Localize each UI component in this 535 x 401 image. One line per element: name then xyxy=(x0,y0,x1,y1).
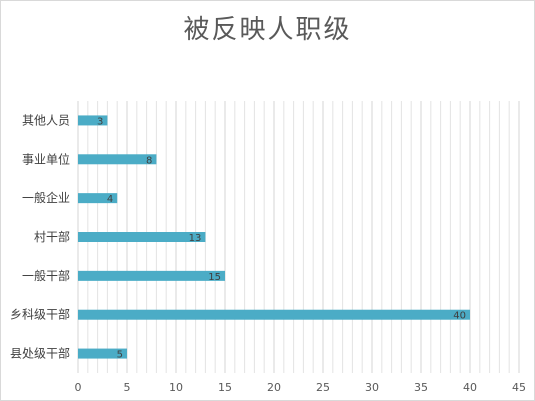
bar xyxy=(78,270,225,281)
x-tick-label: 20 xyxy=(267,381,281,394)
x-tick-label: 0 xyxy=(75,381,82,394)
x-tick-label: 25 xyxy=(316,381,330,394)
bar xyxy=(78,309,470,320)
data-label: 4 xyxy=(107,194,113,205)
category-label: 事业单位 xyxy=(22,151,70,166)
data-label: 15 xyxy=(208,272,221,283)
x-tick-label: 35 xyxy=(414,381,428,394)
data-label: 8 xyxy=(146,155,152,166)
data-label: 5 xyxy=(117,350,123,361)
chart-title: 被反映人职级 xyxy=(183,15,352,45)
category-label: 县处级干部 xyxy=(10,346,70,361)
x-tick-label: 5 xyxy=(124,381,131,394)
category-label: 村干部 xyxy=(34,229,70,244)
data-label: 40 xyxy=(453,311,466,322)
category-label: 其他人员 xyxy=(22,113,70,127)
bar xyxy=(78,193,118,204)
category-label: 乡科级干部 xyxy=(10,307,70,322)
data-label: 13 xyxy=(189,233,202,244)
x-tick-label: 45 xyxy=(512,381,526,394)
x-tick-label: 40 xyxy=(463,381,477,394)
x-tick-label: 15 xyxy=(218,381,232,394)
bar xyxy=(78,115,108,126)
bar xyxy=(78,232,206,242)
category-label: 一般企业 xyxy=(22,190,70,205)
bar xyxy=(78,154,157,165)
x-tick-label: 30 xyxy=(365,381,379,394)
category-label: 一般干部 xyxy=(22,268,70,283)
bar xyxy=(78,348,127,359)
data-label: 3 xyxy=(97,116,103,127)
x-tick-label: 10 xyxy=(169,381,183,394)
